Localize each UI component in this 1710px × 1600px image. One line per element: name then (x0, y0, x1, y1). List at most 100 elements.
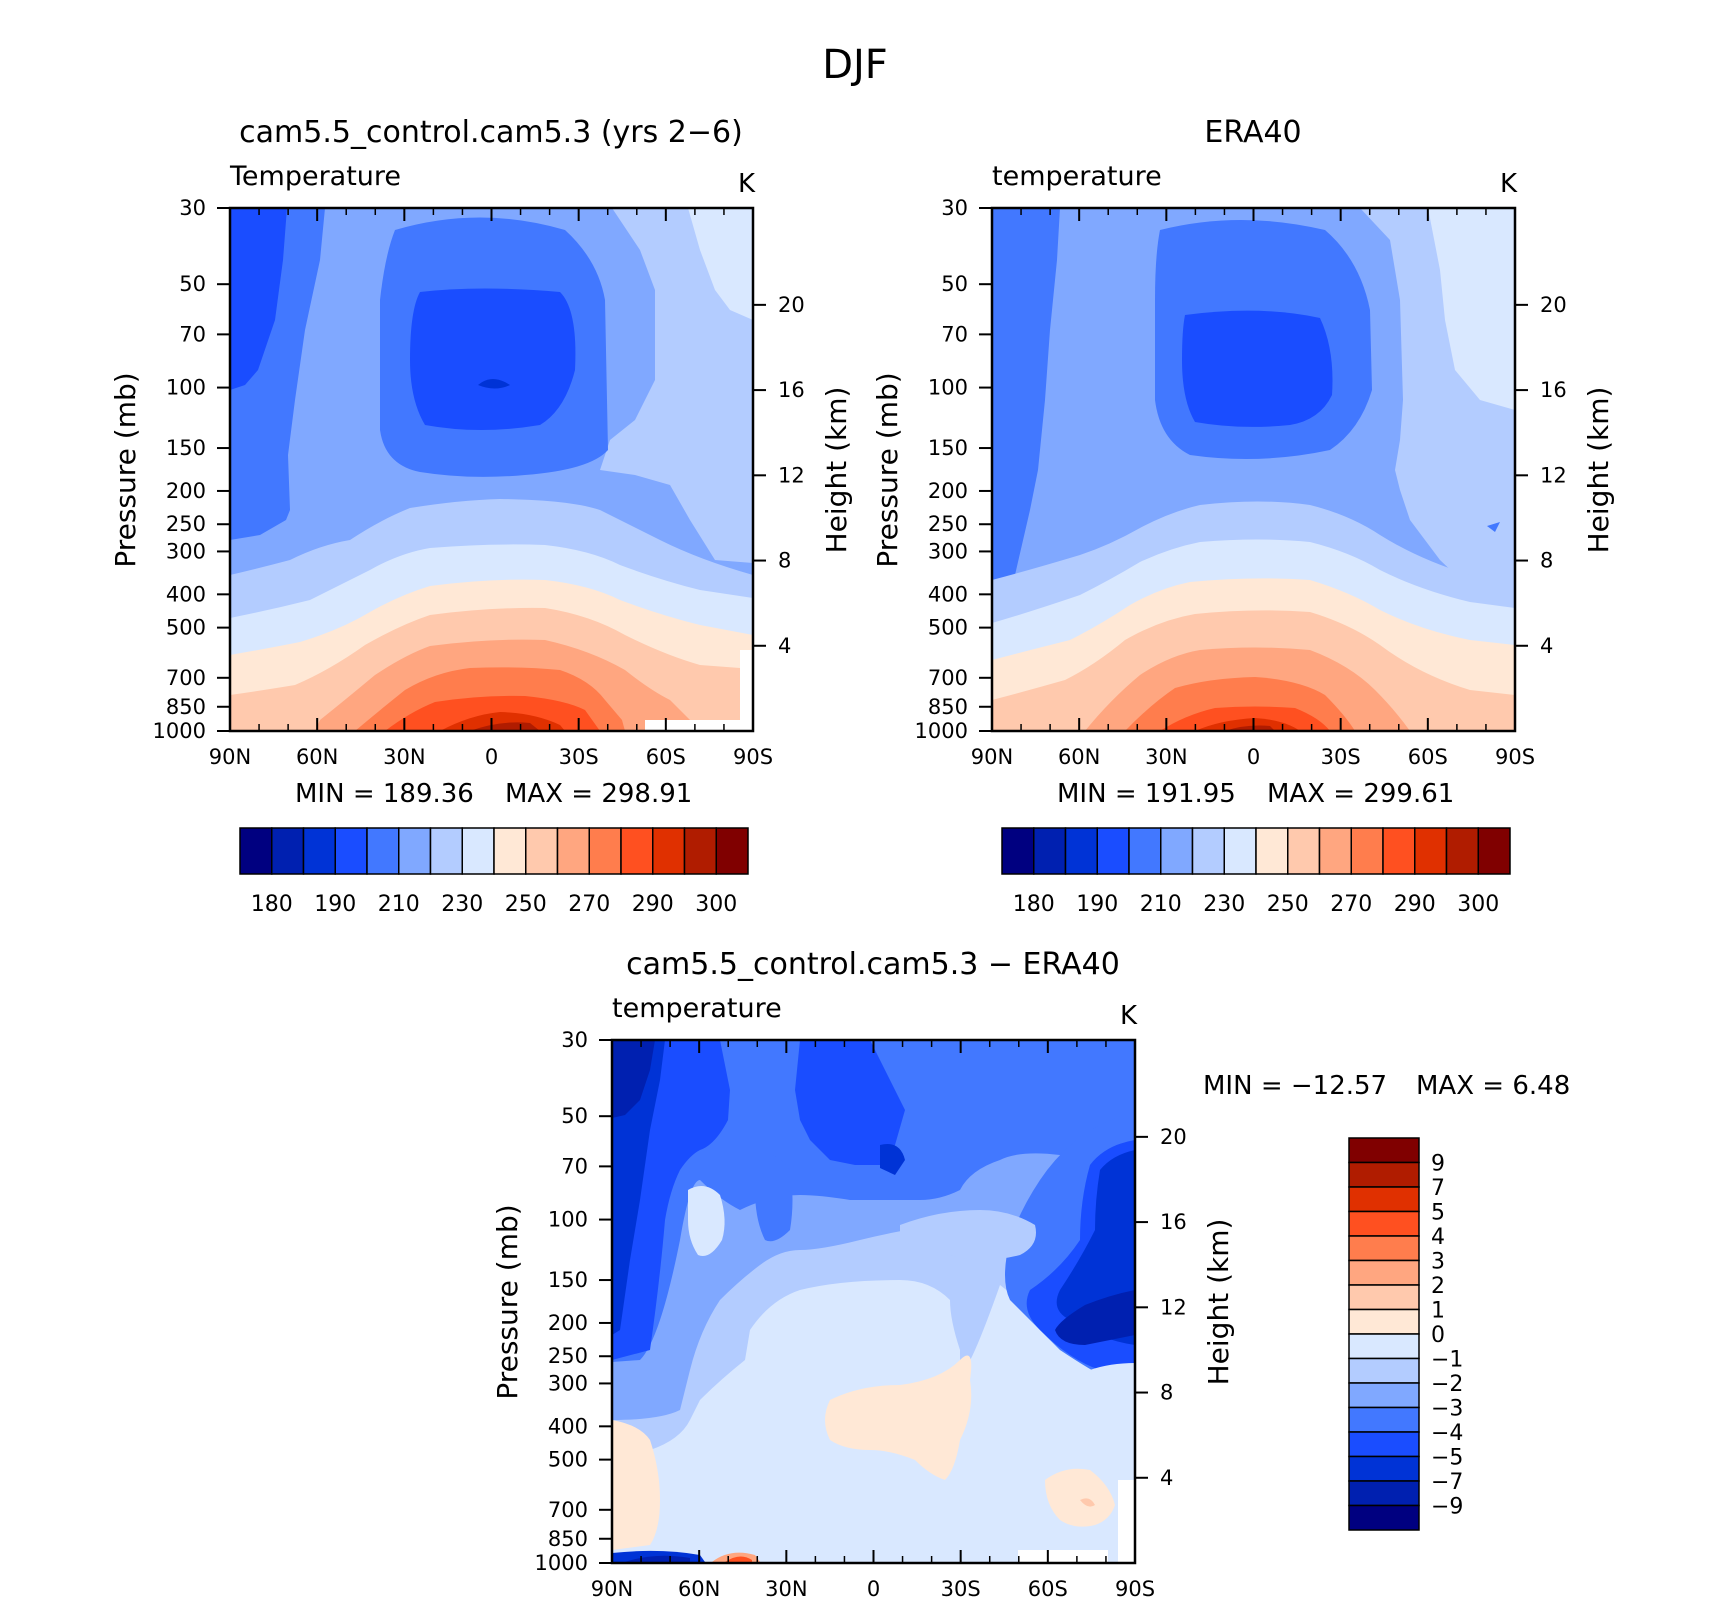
contour-band (612, 1040, 1135, 1362)
panel-era40-title: ERA40 (1204, 115, 1301, 150)
colorbar-label: 3 (1431, 1250, 1445, 1275)
colorbar-swatch (620, 827, 654, 875)
y-tick-label: 850 (548, 1527, 588, 1551)
colorbar-label: 210 (378, 892, 420, 917)
colorbar-swatch (1348, 1137, 1420, 1164)
y-tick-label: 1000 (153, 719, 206, 743)
x-tick-label: 30S (1321, 745, 1361, 769)
y-tick-label: 150 (928, 436, 968, 460)
y-tick-label: 100 (928, 376, 968, 400)
y2-tick-label: 8 (778, 549, 791, 573)
contour-band (1195, 718, 1300, 731)
colorbar-swatch (1348, 1210, 1420, 1237)
contour-band (688, 1186, 725, 1256)
y-tick-label: 1000 (535, 1551, 588, 1575)
colorbar-swatch (1445, 827, 1479, 875)
x-tick-label: 90N (971, 745, 1013, 769)
colorbar-swatch (1348, 1333, 1420, 1360)
colorbar-swatch (1096, 827, 1130, 875)
colorbar-swatch (1223, 827, 1257, 875)
y2-tick-label: 16 (778, 378, 805, 402)
colorbar-label: −2 (1431, 1372, 1463, 1397)
colorbar-label: 290 (1394, 892, 1436, 917)
x-tick-label: 60S (1028, 1577, 1068, 1600)
y2-tick-label: 12 (778, 463, 805, 487)
colorbar-swatch (556, 827, 590, 875)
y2-tick-label: 20 (778, 293, 805, 317)
panel-era40-ylabel: Pressure (mb) (871, 372, 904, 567)
y2-tick-label: 4 (778, 634, 791, 658)
contour-band (992, 208, 1060, 580)
y-tick-label: 500 (166, 616, 206, 640)
colorbar-swatch (1128, 827, 1162, 875)
colorbar-swatch (1348, 1431, 1420, 1458)
colorbar-label: 180 (1013, 892, 1055, 917)
x-tick-label: 0 (1247, 745, 1260, 769)
x-tick-label: 60N (296, 745, 338, 769)
colorbar-swatch (461, 827, 495, 875)
y-tick-label: 70 (561, 1154, 588, 1178)
panel-difference-min: MIN = −12.57 (1203, 1071, 1387, 1101)
contour-band (825, 1355, 972, 1480)
x-tick-label: 90S (1115, 1577, 1155, 1600)
panel-model-ylabel: Pressure (mb) (109, 372, 142, 567)
panel-era40-min: MIN = 191.95 (1057, 779, 1236, 809)
panel-difference-axes: 90N 60N 30N 0 30S 60S 90S 30 50 70 100 150 200 250 300… (535, 1028, 1187, 1600)
panel-model-max: MAX = 298.91 (505, 779, 692, 809)
y-tick-label: 400 (548, 1414, 588, 1438)
panel-difference-ylabel: Pressure (mb) (491, 1204, 524, 1399)
colorbar-swatch (1064, 827, 1098, 875)
colorbar-label: −7 (1431, 1470, 1463, 1495)
y-tick-label: 300 (928, 539, 968, 563)
contour-band (410, 288, 576, 430)
panel-model-title: cam5.5_control.cam5.3 (yrs 2−6) (239, 115, 743, 150)
contour-band (1045, 1468, 1115, 1527)
y-tick-label: 1000 (915, 719, 968, 743)
colorbar-label: 0 (1431, 1323, 1445, 1348)
y-tick-label: 30 (561, 1028, 588, 1052)
y-tick-label: 250 (166, 512, 206, 536)
panel-difference-variable: temperature (612, 993, 782, 1024)
colorbar-swatch (1287, 827, 1321, 875)
y-tick-label: 30 (179, 196, 206, 220)
contour-band (612, 1040, 655, 1118)
colorbar-swatch (1318, 827, 1352, 875)
y-tick-label: 500 (928, 616, 968, 640)
x-tick-label: 60N (678, 1577, 720, 1600)
x-tick-label: 30N (765, 1577, 807, 1600)
colorbar-swatch (1348, 1357, 1420, 1384)
colorbar-swatch (683, 827, 717, 875)
y-tick-label: 500 (548, 1448, 588, 1472)
y-tick-label: 50 (179, 272, 206, 296)
colorbar-swatch (1001, 827, 1035, 875)
y2-tick-label: 12 (1160, 1295, 1187, 1319)
colorbar-label: −3 (1431, 1397, 1463, 1422)
contour-band (880, 1144, 905, 1175)
colorbar-swatch (239, 827, 273, 875)
colorbar-swatch (1348, 1284, 1420, 1311)
x-tick-label: 60S (1408, 745, 1448, 769)
colorbar-label: 270 (1330, 892, 1372, 917)
contour-band (755, 1154, 793, 1242)
colorbar-swatch (302, 827, 336, 875)
y-tick-label: 400 (928, 582, 968, 606)
panel-era40-colorbar: 180 190 210 230 250 270 290 300 (1001, 827, 1511, 917)
panel-model-colorbar: 180 190 210 230 250 270 290 300 (239, 827, 749, 917)
y2-tick-label: 4 (1540, 634, 1553, 658)
x-tick-label: 0 (867, 1577, 880, 1600)
colorbar-label: 230 (441, 892, 483, 917)
contour-band (478, 379, 510, 389)
y2-tick-label: 4 (1160, 1466, 1173, 1490)
panel-difference-max: MAX = 6.48 (1416, 1071, 1570, 1101)
colorbar-swatch (1348, 1504, 1420, 1531)
colorbar-swatch (715, 827, 749, 875)
colorbar-swatch (1382, 827, 1416, 875)
panel-model: cam5.5_control.cam5.3 (yrs 2−6) Temperat… (109, 115, 853, 917)
colorbar-swatch (429, 827, 463, 875)
colorbar-swatch (1477, 827, 1511, 875)
colorbar-label: 300 (1457, 892, 1499, 917)
panel-era40-max: MAX = 299.61 (1267, 779, 1454, 809)
colorbar-swatch (1033, 827, 1067, 875)
colorbar-swatch (525, 827, 559, 875)
